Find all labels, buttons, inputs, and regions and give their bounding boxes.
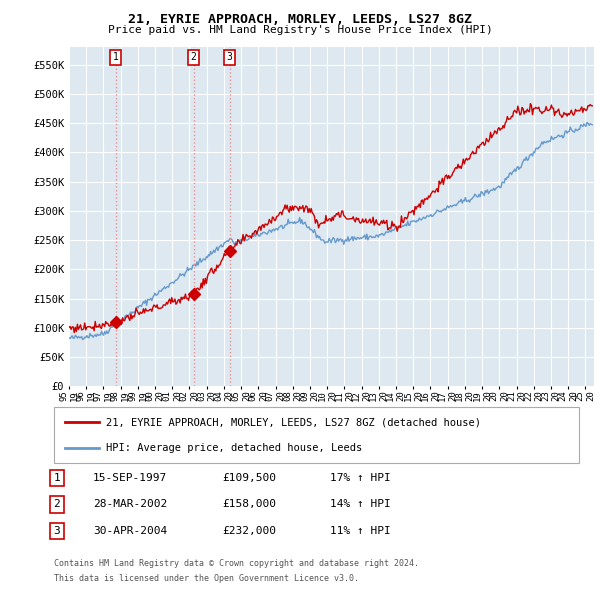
Text: Price paid vs. HM Land Registry's House Price Index (HPI): Price paid vs. HM Land Registry's House …: [107, 25, 493, 35]
Text: 2: 2: [53, 500, 61, 509]
Text: 15-SEP-1997: 15-SEP-1997: [93, 473, 167, 483]
Text: This data is licensed under the Open Government Licence v3.0.: This data is licensed under the Open Gov…: [54, 574, 359, 583]
Text: 21, EYRIE APPROACH, MORLEY, LEEDS, LS27 8GZ: 21, EYRIE APPROACH, MORLEY, LEEDS, LS27 …: [128, 13, 472, 26]
Text: HPI: Average price, detached house, Leeds: HPI: Average price, detached house, Leed…: [107, 443, 363, 453]
Text: 3: 3: [53, 526, 61, 536]
Text: £158,000: £158,000: [222, 500, 276, 509]
Text: 30-APR-2004: 30-APR-2004: [93, 526, 167, 536]
Text: 28-MAR-2002: 28-MAR-2002: [93, 500, 167, 509]
Text: 11% ↑ HPI: 11% ↑ HPI: [330, 526, 391, 536]
Text: 1: 1: [53, 473, 61, 483]
Text: Contains HM Land Registry data © Crown copyright and database right 2024.: Contains HM Land Registry data © Crown c…: [54, 559, 419, 568]
Text: 3: 3: [227, 52, 233, 62]
Text: 21, EYRIE APPROACH, MORLEY, LEEDS, LS27 8GZ (detached house): 21, EYRIE APPROACH, MORLEY, LEEDS, LS27 …: [107, 417, 482, 427]
Text: £232,000: £232,000: [222, 526, 276, 536]
Text: 14% ↑ HPI: 14% ↑ HPI: [330, 500, 391, 509]
Text: 1: 1: [113, 52, 119, 62]
FancyBboxPatch shape: [54, 407, 579, 463]
Text: 17% ↑ HPI: 17% ↑ HPI: [330, 473, 391, 483]
Text: £109,500: £109,500: [222, 473, 276, 483]
Text: 2: 2: [191, 52, 197, 62]
